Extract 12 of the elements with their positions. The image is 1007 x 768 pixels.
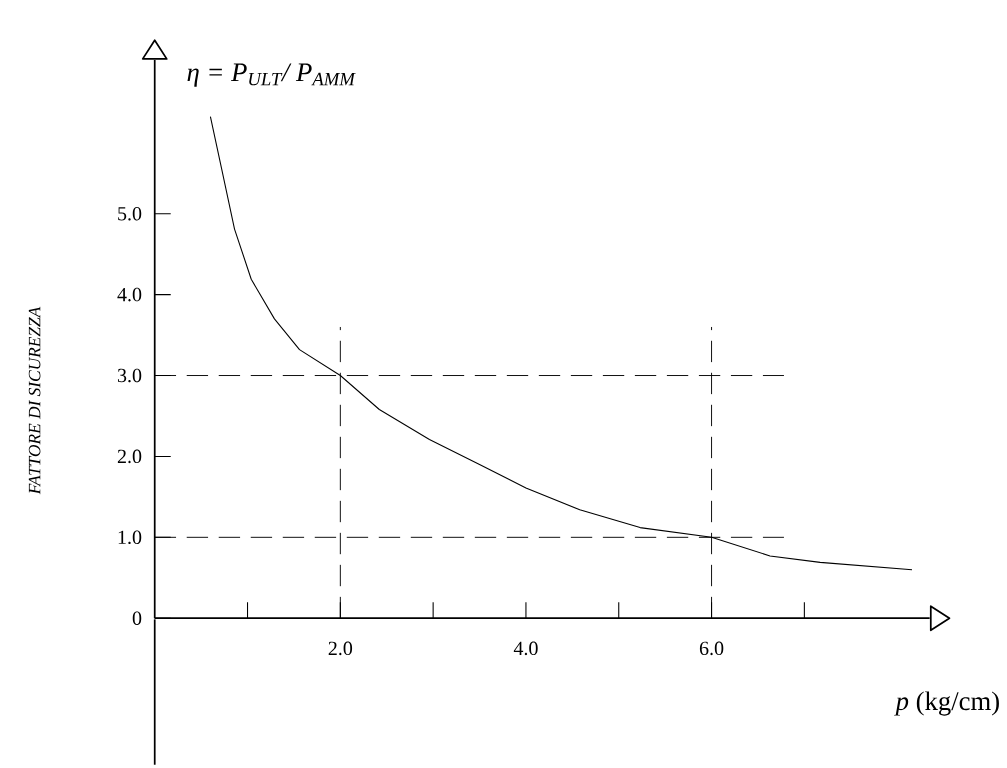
y-tick-label: 0 — [132, 611, 142, 626]
x-tick-label: 2.0 — [328, 641, 353, 656]
x-tick-label: 6.0 — [699, 641, 724, 656]
x-axis-title: p (kg/cm) — [894, 691, 999, 716]
y-tick-label: 1.0 — [118, 530, 142, 545]
y-tick-label: 3.0 — [117, 368, 142, 383]
y-tick-label: 4.0 — [117, 288, 142, 302]
y-tick-label: 5.0 — [118, 207, 142, 221]
y-tick-label: 2.0 — [117, 449, 142, 464]
chart-title: η = P$_{ULT}$/ P$_{AMM}$ — [187, 63, 356, 87]
x-tick-label: 4.0 — [513, 641, 538, 656]
y-axis-title: FATTORE DI SICUREZZA — [28, 306, 41, 495]
